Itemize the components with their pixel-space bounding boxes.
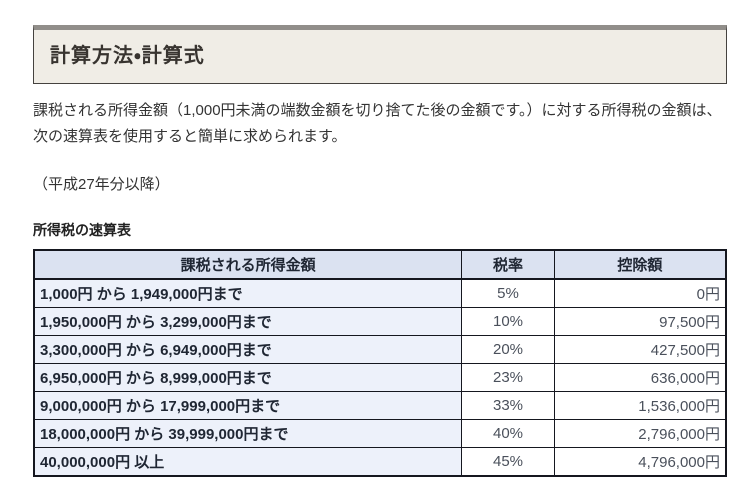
tax-rate-cell: 40% xyxy=(461,419,555,449)
income-range-cell: 6,950,000円 から 8,999,000円まで xyxy=(33,363,463,393)
tax-rate-cell: 5% xyxy=(461,278,555,309)
deduction-cell: 2,796,000円 xyxy=(553,419,727,449)
intro-paragraph: 課税される所得金額（1,000円未満の端数金額を切り捨てた後の金額です。）に対す… xyxy=(33,102,722,146)
period-note: （平成27年分以降） xyxy=(33,175,170,193)
deduction-cell: 1,536,000円 xyxy=(553,391,727,421)
deduction-cell: 427,500円 xyxy=(553,335,727,365)
deduction-cell: 97,500円 xyxy=(553,307,727,337)
column-header-deduction: 控除額 xyxy=(553,249,727,281)
tax-rate-cell: 33% xyxy=(461,391,555,421)
income-range-cell: 18,000,000円 から 39,999,000円まで xyxy=(33,419,463,449)
table-row: 6,950,000円 から 8,999,000円まで 23% 636,000円 xyxy=(33,363,727,393)
income-range-cell: 40,000,000円 以上 xyxy=(33,447,463,477)
tax-rate-cell: 45% xyxy=(461,447,555,477)
column-header-income: 課税される所得金額 xyxy=(33,249,463,281)
table-row: 40,000,000円 以上 45% 4,796,000円 xyxy=(33,447,727,477)
tax-rate-cell: 23% xyxy=(461,363,555,393)
table-caption: 所得税の速算表 xyxy=(33,221,131,238)
deduction-cell: 4,796,000円 xyxy=(553,447,727,477)
page-title: 計算方法・計算式 xyxy=(50,45,205,67)
tax-table-header-row: 課税される所得金額 税率 控除額 xyxy=(33,249,727,281)
income-range-cell: 1,000円 から 1,949,000円まで xyxy=(33,278,463,309)
column-header-rate: 税率 xyxy=(461,249,555,281)
tax-rate-cell: 10% xyxy=(461,307,555,337)
tax-rate-table: 課税される所得金額 税率 控除額 1,000円 から 1,949,000円まで … xyxy=(33,249,727,478)
tax-rate-cell: 20% xyxy=(461,335,555,365)
deduction-cell: 636,000円 xyxy=(553,363,727,393)
table-row: 9,000,000円 から 17,999,000円まで 33% 1,536,00… xyxy=(33,391,727,421)
table-row: 1,950,000円 から 3,299,000円まで 10% 97,500円 xyxy=(33,307,727,337)
table-row: 18,000,000円 から 39,999,000円まで 40% 2,796,0… xyxy=(33,419,727,449)
table-row: 1,000円 から 1,949,000円まで 5% 0円 xyxy=(33,278,727,309)
income-range-cell: 9,000,000円 から 17,999,000円まで xyxy=(33,391,463,421)
table-row: 3,300,000円 から 6,949,000円まで 20% 427,500円 xyxy=(33,335,727,365)
income-range-cell: 1,950,000円 から 3,299,000円まで xyxy=(33,307,463,337)
deduction-cell: 0円 xyxy=(553,278,727,309)
income-range-cell: 3,300,000円 から 6,949,000円まで xyxy=(33,335,463,365)
page-header: 計算方法・計算式 xyxy=(33,25,727,84)
